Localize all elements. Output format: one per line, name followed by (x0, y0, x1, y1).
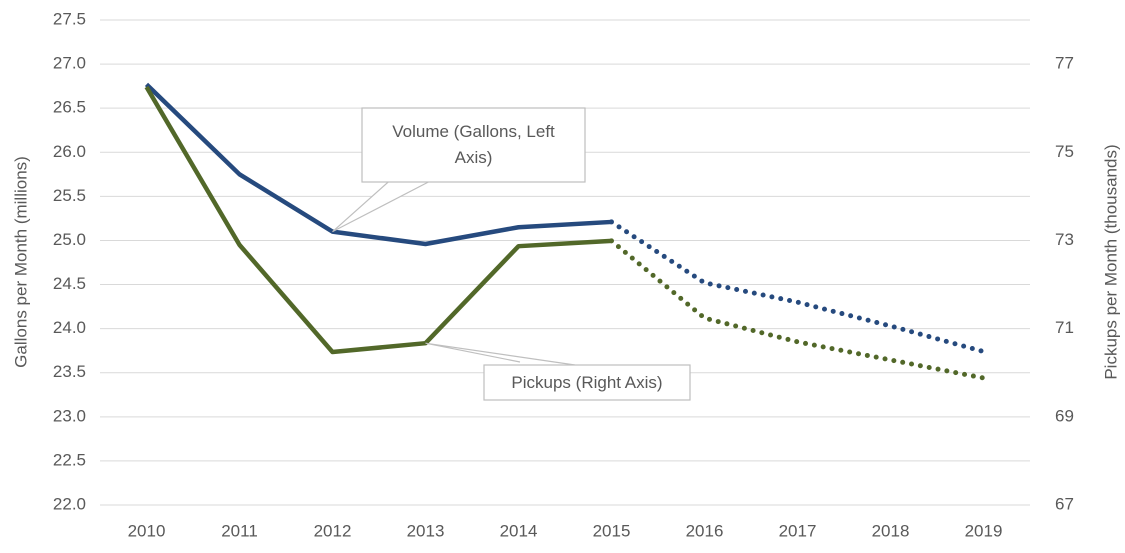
y-tick-label: 24.5 (53, 274, 86, 293)
callout: Volume (Gallons, Left Axis) (392, 122, 555, 167)
callout-box (483, 364, 691, 401)
y-tick-label: 23.5 (53, 362, 86, 381)
callout-pointer (332, 175, 441, 233)
x-tick-label: 2010 (128, 521, 166, 540)
y-tick-label: 22.0 (53, 494, 86, 513)
series-line (144, 85, 612, 355)
x-tick-label: 2018 (872, 521, 910, 540)
y2-tick-label: 69 (1055, 406, 1074, 425)
y-tick-label: 25.0 (53, 230, 86, 249)
x-tick-label: 2014 (500, 521, 538, 540)
callout-pointer (425, 342, 576, 366)
y-tick-label: 27.5 (53, 9, 86, 28)
x-tick-label: 2016 (686, 521, 724, 540)
callout: Pickups (Right Axis) (511, 372, 663, 392)
annotation: Volume (Gallons, Left Axis) (392, 122, 555, 167)
annotation: Pickups (Right Axis) (511, 372, 663, 392)
y2-tick-label: 67 (1055, 494, 1074, 513)
y2-axis-label: Pickups per Month (thousands) (1101, 144, 1120, 379)
y-tick-label: 24.0 (53, 318, 86, 337)
y2-tick-label: 73 (1055, 230, 1074, 249)
y2-tick-label: 77 (1055, 54, 1074, 73)
y-axis-label: Gallons per Month (millions) (11, 156, 30, 368)
callout-box (361, 107, 586, 183)
y-tick-label: 27.0 (53, 54, 86, 73)
x-tick-label: 2017 (779, 521, 817, 540)
series-line-dotted (609, 219, 986, 355)
x-tick-label: 2012 (314, 521, 352, 540)
y2-tick-label: 75 (1055, 142, 1074, 161)
y2-tick-label: 71 (1055, 318, 1074, 337)
y-tick-label: 23.0 (53, 406, 86, 425)
y-tick-label: 26.0 (53, 142, 86, 161)
x-tick-label: 2011 (221, 521, 258, 540)
y-tick-label: 26.5 (53, 98, 86, 117)
series-line (144, 82, 612, 247)
x-tick-label: 2015 (593, 521, 631, 540)
y-tick-label: 25.5 (53, 186, 86, 205)
y-tick-label: 22.5 (53, 450, 86, 469)
x-tick-label: 2013 (407, 521, 445, 540)
x-tick-label: 2019 (965, 521, 1003, 540)
series-line-dotted (609, 238, 986, 381)
